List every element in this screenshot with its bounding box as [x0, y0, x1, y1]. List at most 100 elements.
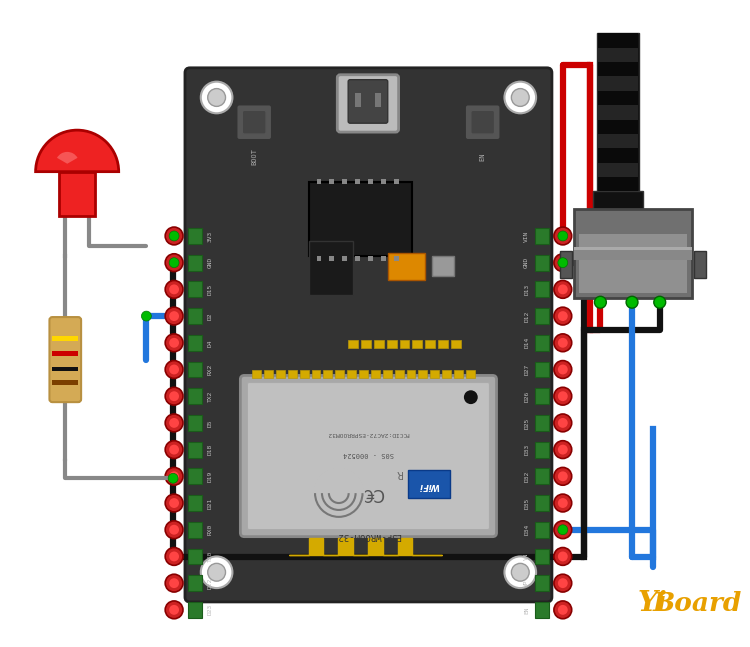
Text: D19: D19 — [208, 471, 213, 482]
Bar — [53, 336, 78, 342]
Text: WiFi: WiFi — [419, 481, 440, 490]
Text: D32: D32 — [524, 471, 530, 482]
Circle shape — [554, 388, 572, 405]
Circle shape — [165, 254, 183, 272]
Circle shape — [558, 525, 568, 534]
FancyBboxPatch shape — [50, 317, 81, 402]
Circle shape — [170, 418, 179, 428]
Text: BOOT: BOOT — [251, 148, 257, 166]
Circle shape — [558, 364, 568, 375]
Circle shape — [170, 364, 179, 375]
Bar — [188, 549, 202, 564]
Circle shape — [165, 414, 183, 432]
Circle shape — [165, 280, 183, 298]
Text: VP: VP — [524, 580, 530, 587]
Bar — [375, 93, 381, 107]
Circle shape — [170, 258, 179, 268]
Circle shape — [558, 472, 568, 481]
Bar — [188, 228, 202, 244]
Bar — [394, 179, 398, 184]
Text: D2: D2 — [208, 313, 213, 320]
Circle shape — [505, 82, 536, 113]
Circle shape — [170, 605, 179, 615]
Bar — [574, 247, 692, 250]
Wedge shape — [57, 152, 77, 164]
Bar — [598, 48, 638, 62]
Circle shape — [558, 258, 568, 268]
Circle shape — [554, 441, 572, 459]
Polygon shape — [289, 538, 442, 555]
Circle shape — [170, 258, 179, 268]
Bar — [430, 371, 439, 378]
Text: D12: D12 — [524, 311, 530, 322]
Text: EN: EN — [524, 606, 530, 613]
Bar — [535, 575, 549, 591]
Bar — [598, 33, 639, 192]
Bar — [535, 308, 549, 324]
Bar — [381, 256, 386, 261]
Circle shape — [208, 89, 226, 106]
Circle shape — [170, 551, 179, 562]
Text: GND: GND — [208, 257, 213, 269]
Circle shape — [165, 494, 183, 512]
Bar — [560, 251, 572, 278]
Text: FCCID:2AC72-ESPRROOM32: FCCID:2AC72-ESPRROOM32 — [327, 432, 410, 436]
Bar — [598, 76, 638, 91]
Text: VIN: VIN — [524, 230, 530, 241]
Circle shape — [165, 521, 183, 539]
Bar — [382, 371, 392, 378]
Bar — [188, 495, 202, 511]
Circle shape — [170, 231, 179, 241]
Bar — [347, 371, 356, 378]
FancyBboxPatch shape — [242, 111, 266, 134]
Text: D25: D25 — [524, 417, 530, 428]
Bar — [188, 602, 202, 618]
Text: Yi: Yi — [638, 591, 668, 617]
Bar — [288, 371, 297, 378]
Circle shape — [165, 547, 183, 565]
Bar — [432, 256, 454, 276]
Circle shape — [201, 82, 232, 113]
Circle shape — [165, 307, 183, 325]
Circle shape — [558, 231, 568, 241]
Bar — [355, 256, 360, 261]
Circle shape — [558, 605, 568, 615]
Bar — [535, 549, 549, 564]
Circle shape — [170, 285, 179, 294]
Text: D5: D5 — [208, 419, 213, 426]
Bar — [535, 442, 549, 457]
Circle shape — [170, 311, 179, 321]
Text: D15: D15 — [208, 284, 213, 295]
Bar — [374, 340, 384, 347]
Bar — [413, 340, 422, 347]
Bar — [598, 177, 638, 192]
Circle shape — [558, 418, 568, 428]
Bar — [598, 120, 638, 134]
Text: VN: VN — [524, 553, 530, 560]
Bar — [188, 522, 202, 538]
Bar — [188, 442, 202, 457]
Bar — [598, 148, 638, 162]
Bar — [188, 255, 202, 270]
FancyBboxPatch shape — [248, 382, 490, 530]
Circle shape — [170, 391, 179, 401]
Circle shape — [558, 231, 568, 241]
Bar — [451, 340, 461, 347]
Bar — [59, 171, 95, 216]
Bar — [355, 93, 361, 107]
Circle shape — [142, 311, 152, 321]
Bar — [276, 371, 285, 378]
Bar — [535, 388, 549, 404]
Circle shape — [554, 280, 572, 298]
Bar — [535, 362, 549, 377]
Circle shape — [558, 525, 568, 534]
Bar — [342, 179, 347, 184]
Text: R: R — [394, 468, 401, 478]
Bar — [188, 281, 202, 297]
Text: D13: D13 — [524, 284, 530, 295]
Circle shape — [554, 307, 572, 325]
Text: C€: C€ — [362, 484, 385, 502]
Circle shape — [558, 391, 568, 401]
Bar — [408, 470, 449, 498]
Text: D27: D27 — [524, 364, 530, 375]
